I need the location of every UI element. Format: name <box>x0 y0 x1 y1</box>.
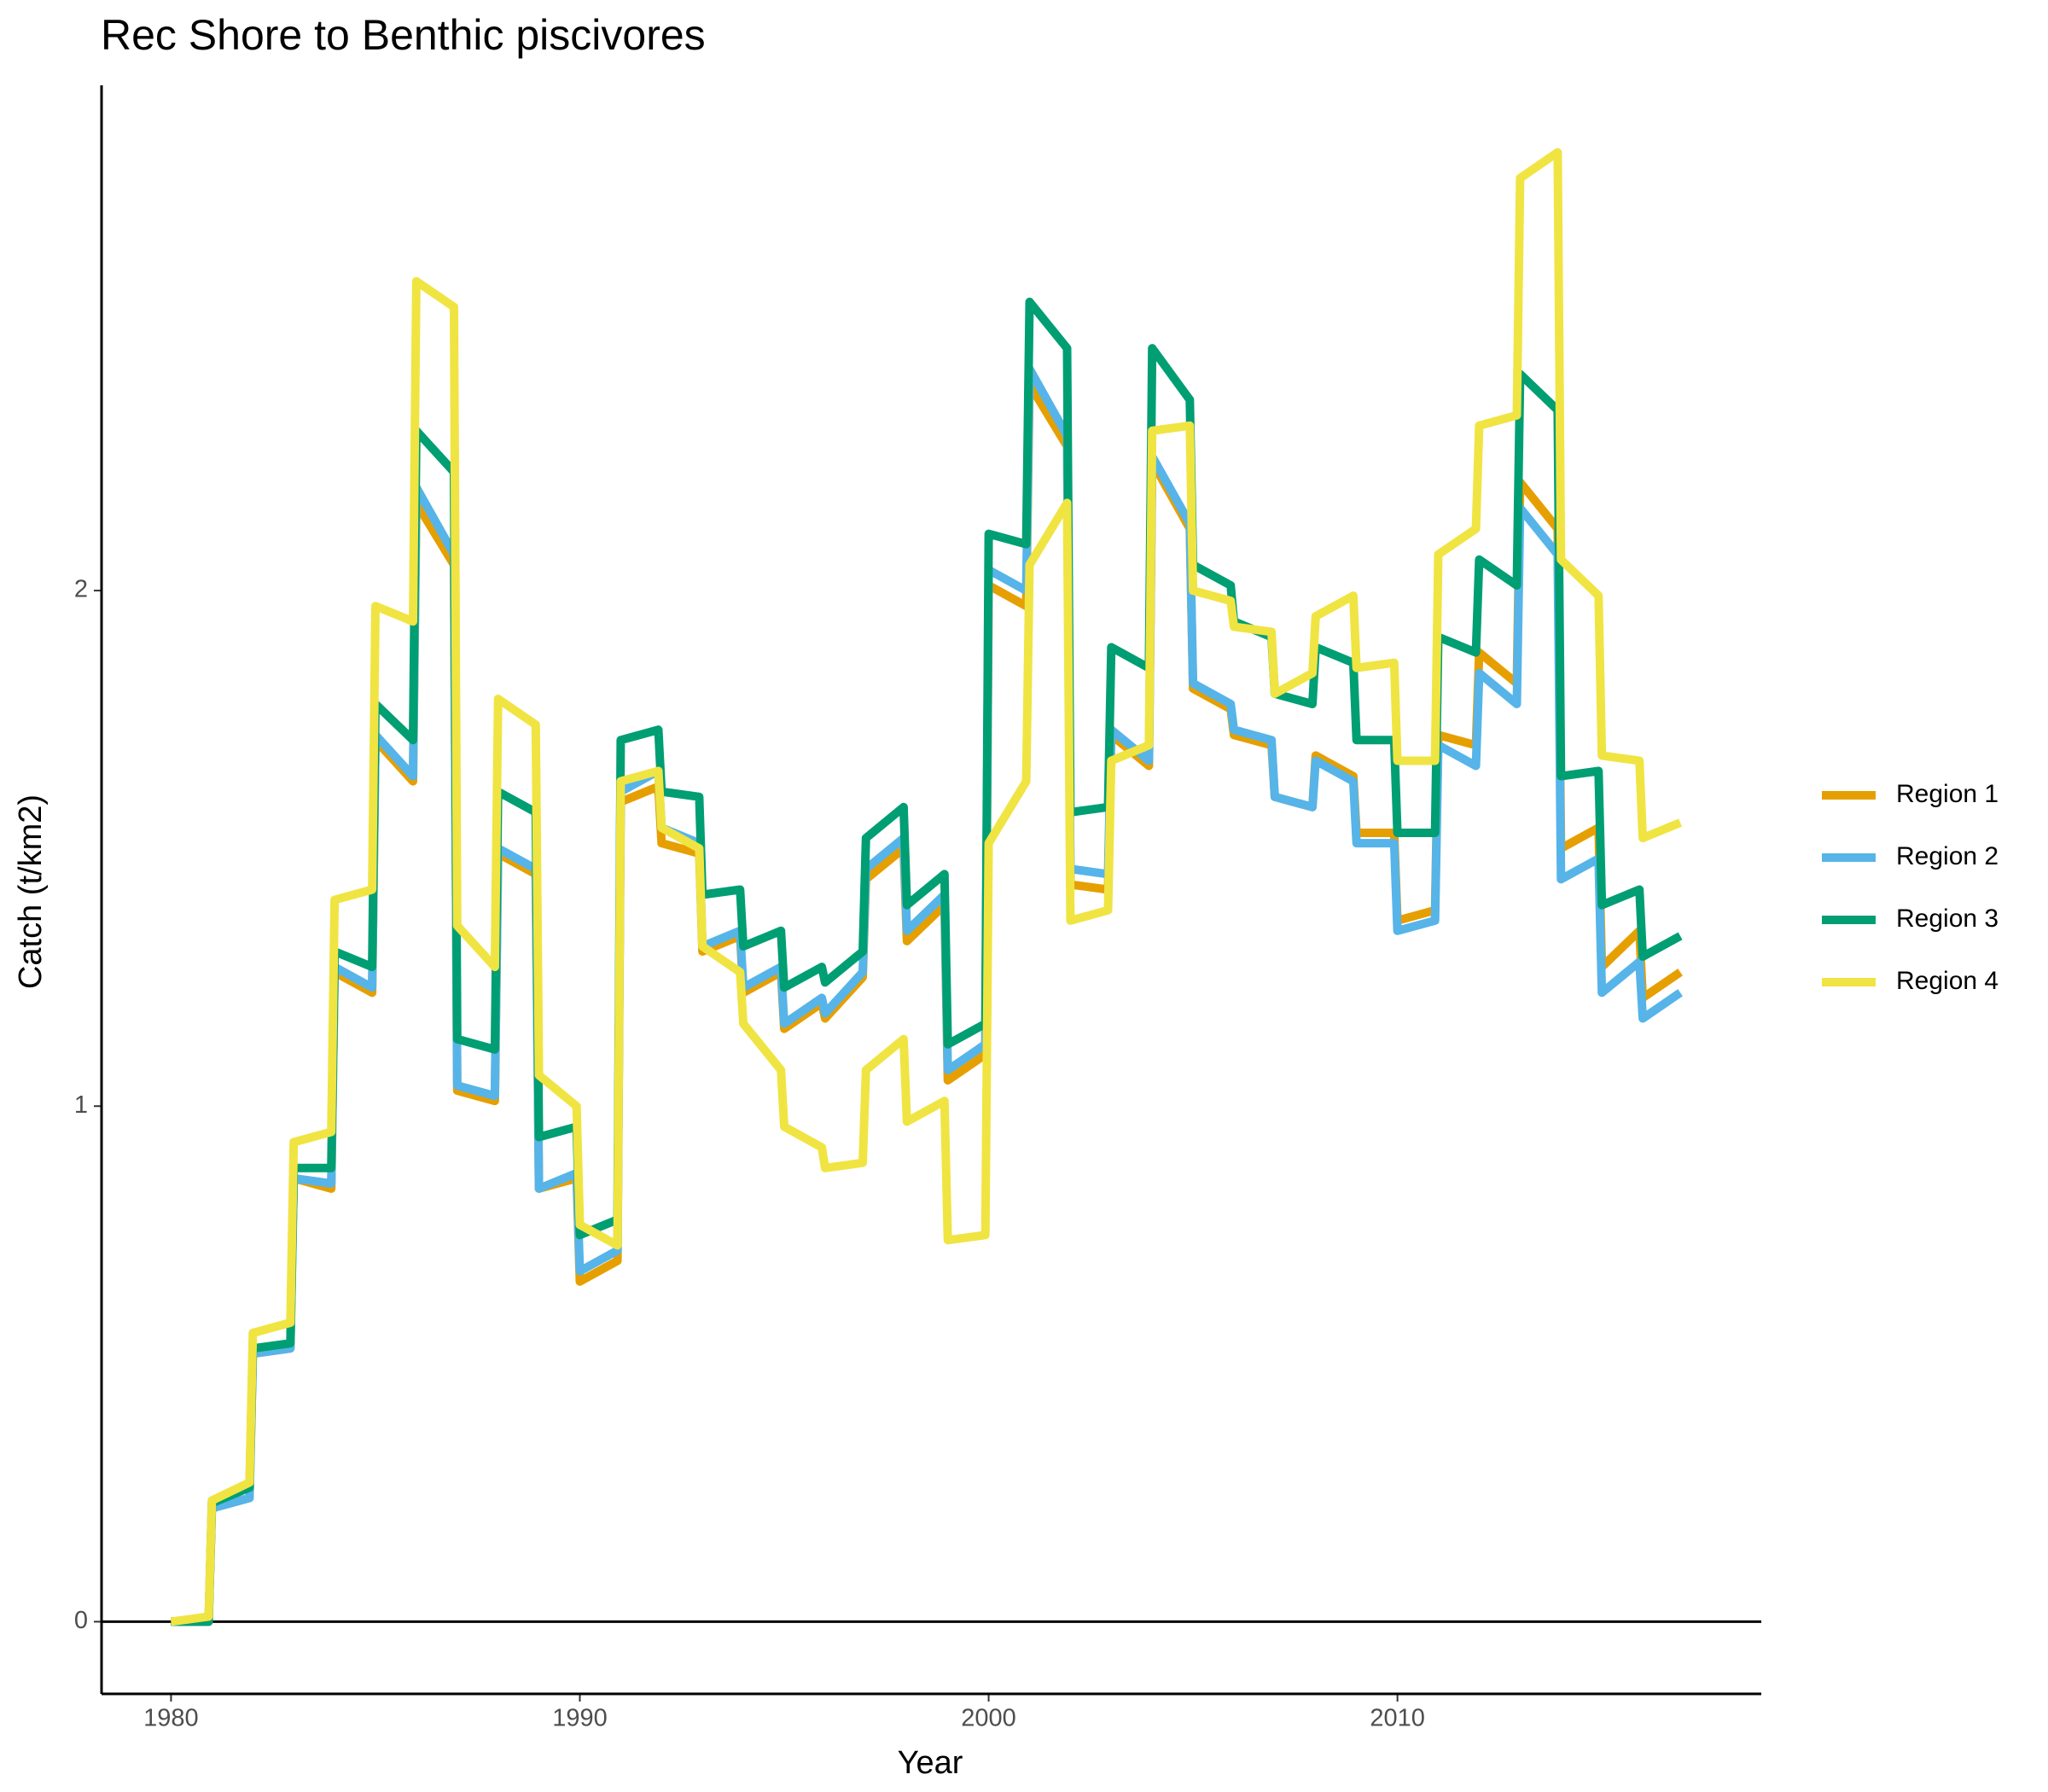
x-axis-label: Year <box>898 1745 963 1781</box>
y-tick-label: 2 <box>74 576 88 603</box>
x-tick-label: 2010 <box>1370 1705 1425 1732</box>
legend-label: Region 4 <box>1896 967 1999 995</box>
y-axis-label: Catch (t/km2) <box>13 794 49 989</box>
legend-label: Region 3 <box>1896 905 1999 933</box>
series-line <box>171 364 1683 1626</box>
x-tick-label: 1990 <box>552 1705 608 1732</box>
series-line <box>171 380 1683 1626</box>
chart-title: Rec Shore to Benthic piscivores <box>101 11 706 59</box>
x-tick-label: 2000 <box>961 1705 1016 1732</box>
x-tick-label: 1980 <box>143 1705 199 1732</box>
y-tick-label: 1 <box>74 1091 88 1119</box>
series-line <box>171 297 1683 1626</box>
series-line <box>170 148 1683 1626</box>
legend-label: Region 2 <box>1896 842 1999 870</box>
y-tick-label: 0 <box>74 1607 88 1634</box>
legend-label: Region 1 <box>1896 780 1999 808</box>
